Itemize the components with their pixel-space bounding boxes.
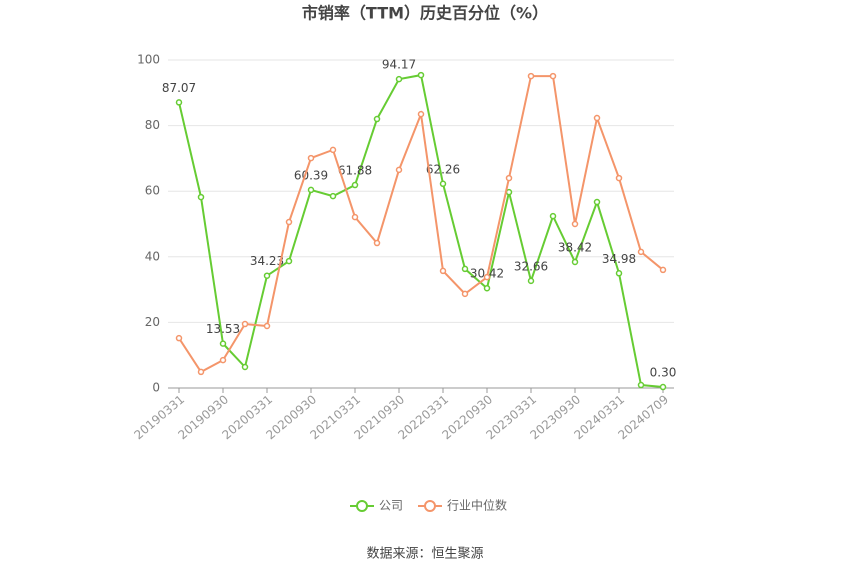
point	[505, 174, 513, 182]
point	[527, 277, 535, 285]
data-label: 34.98	[602, 252, 636, 266]
point	[351, 181, 359, 189]
y-tick-label: 60	[145, 184, 160, 198]
data-label: 87.07	[162, 81, 196, 95]
y-tick-label: 20	[145, 315, 160, 329]
point	[593, 114, 601, 122]
data-label: 94.17	[382, 58, 416, 72]
point	[351, 213, 359, 221]
point	[527, 72, 535, 80]
data-label: 61.88	[338, 164, 372, 178]
point	[615, 270, 623, 277]
point	[197, 193, 205, 201]
y-tick-label: 0	[152, 381, 160, 395]
point	[307, 154, 315, 162]
point	[285, 218, 293, 226]
y-tick-label: 40	[145, 249, 160, 263]
point	[659, 266, 667, 274]
point	[373, 239, 381, 247]
point	[175, 334, 183, 342]
data-label: 13.53	[206, 322, 240, 336]
data-label: 38.42	[558, 240, 592, 254]
point	[593, 198, 601, 206]
legend-item: 行业中位数	[418, 498, 507, 513]
point	[241, 363, 249, 371]
legend-label: 公司	[379, 499, 403, 513]
point	[285, 257, 293, 265]
point	[637, 381, 645, 389]
point	[571, 220, 579, 228]
point	[329, 146, 337, 154]
point	[329, 192, 337, 200]
point	[373, 115, 381, 123]
point	[461, 290, 469, 298]
point	[549, 72, 557, 80]
point	[571, 258, 579, 266]
series-line	[178, 75, 664, 374]
legend-item: 公司	[350, 499, 403, 513]
point	[417, 71, 425, 79]
point	[219, 340, 227, 347]
legend-label: 行业中位数	[447, 498, 507, 513]
source: 数据来源：恒生聚源	[366, 547, 483, 562]
point	[219, 356, 227, 364]
point	[395, 75, 403, 83]
y-tick-label: 100	[137, 53, 160, 67]
point	[263, 272, 271, 279]
point	[307, 186, 315, 194]
legend-marker	[424, 500, 436, 512]
point	[263, 322, 271, 330]
point	[549, 212, 557, 220]
chart-title: 市销率（TTM）历史百分位（%）	[302, 4, 548, 23]
data-label: 34.23	[250, 254, 284, 268]
point	[197, 368, 205, 376]
point	[439, 180, 447, 188]
point	[175, 99, 183, 106]
point	[659, 383, 667, 391]
data-label: 60.39	[294, 168, 328, 182]
y-tick-label: 80	[145, 118, 160, 132]
data-label: 0.30	[650, 366, 677, 380]
point	[241, 320, 249, 328]
legend-marker	[356, 500, 368, 512]
point	[439, 267, 447, 275]
point	[637, 248, 645, 256]
series-line	[178, 73, 664, 389]
data-label: 62.26	[426, 162, 460, 176]
point	[483, 284, 491, 292]
point	[461, 265, 469, 273]
data-label: 32.66	[514, 259, 548, 273]
point	[615, 174, 623, 182]
point	[483, 273, 491, 281]
point	[417, 110, 425, 118]
point	[395, 166, 403, 174]
